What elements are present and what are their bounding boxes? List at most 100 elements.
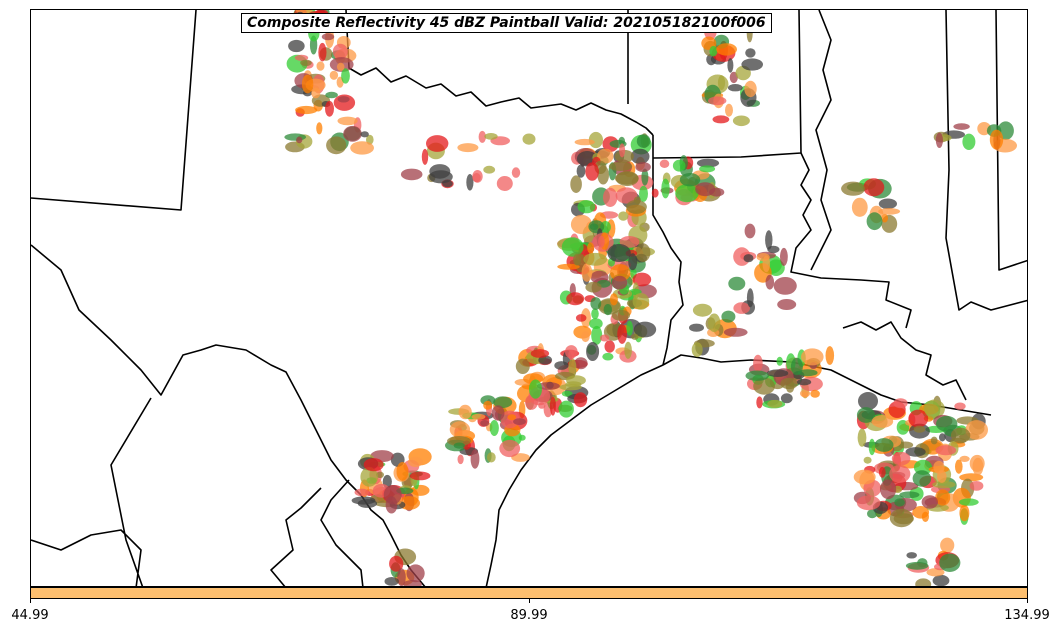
storm-cell bbox=[318, 42, 327, 62]
storm-cell bbox=[965, 420, 988, 440]
storm-cell bbox=[853, 469, 876, 485]
storm-cell bbox=[741, 58, 763, 71]
storm-cell bbox=[618, 211, 629, 221]
storm-cell bbox=[959, 455, 970, 462]
storm-cell bbox=[708, 96, 727, 106]
storm-cell bbox=[326, 136, 347, 155]
map-panel bbox=[30, 9, 1028, 587]
storm-cell bbox=[363, 458, 384, 472]
storm-cell bbox=[576, 164, 586, 178]
storm-cell bbox=[587, 242, 595, 254]
storm-cell bbox=[536, 382, 560, 390]
storm-cell bbox=[389, 555, 404, 572]
storm-cell bbox=[874, 438, 894, 452]
storm-cell bbox=[626, 199, 647, 214]
storm-cell bbox=[574, 357, 588, 370]
storm-cell bbox=[753, 377, 775, 395]
storm-cell bbox=[962, 133, 976, 150]
storm-cell bbox=[483, 165, 496, 174]
storm-cell bbox=[357, 499, 378, 508]
storm-cell bbox=[858, 392, 878, 411]
storm-cell bbox=[969, 454, 985, 472]
storm-cell bbox=[810, 389, 820, 398]
storm-cell bbox=[376, 471, 384, 478]
storm-cell bbox=[801, 391, 809, 398]
storm-cell bbox=[913, 425, 926, 433]
storm-cell bbox=[604, 340, 615, 353]
storm-cell bbox=[447, 436, 471, 446]
storm-cell bbox=[863, 456, 872, 464]
storm-cell bbox=[766, 369, 789, 378]
storm-cell bbox=[912, 470, 932, 487]
storm-cell bbox=[581, 331, 590, 343]
storm-cell bbox=[449, 421, 471, 438]
storm-cell bbox=[558, 400, 574, 418]
storm-cell bbox=[590, 297, 602, 310]
storm-cell bbox=[696, 158, 720, 168]
storm-cell bbox=[695, 182, 716, 197]
storm-cell bbox=[936, 415, 958, 432]
storm-cell bbox=[863, 178, 885, 197]
storm-cell bbox=[360, 467, 379, 487]
storm-cell bbox=[400, 168, 423, 181]
storm-cell bbox=[727, 84, 743, 92]
storm-cell bbox=[651, 188, 659, 198]
storm-cell bbox=[871, 415, 894, 428]
storm-cell bbox=[753, 354, 763, 373]
storm-cell bbox=[953, 123, 970, 130]
storm-cell bbox=[408, 456, 423, 467]
storm-cell bbox=[614, 172, 639, 185]
storm-cell bbox=[891, 451, 911, 466]
storm-cell bbox=[937, 470, 947, 483]
storm-cell bbox=[619, 143, 626, 158]
storm-cell bbox=[635, 243, 651, 262]
storm-cell bbox=[566, 375, 586, 386]
storm-cell bbox=[959, 504, 970, 522]
storm-cell bbox=[639, 185, 648, 202]
storm-cell bbox=[471, 413, 486, 420]
storm-cell bbox=[478, 130, 486, 143]
storm-cell bbox=[801, 348, 824, 366]
storm-cell bbox=[300, 59, 312, 66]
storm-cell bbox=[470, 449, 480, 469]
storm-cell bbox=[296, 136, 303, 144]
storm-cell bbox=[489, 420, 499, 436]
storm-cell bbox=[777, 299, 797, 310]
storm-cell bbox=[773, 277, 797, 295]
storm-cell bbox=[585, 281, 602, 293]
storm-cell bbox=[617, 324, 627, 344]
storm-cell bbox=[529, 379, 542, 399]
storm-cell bbox=[354, 488, 370, 497]
storm-cell bbox=[635, 162, 651, 172]
storm-cell bbox=[924, 399, 945, 419]
storm-cell bbox=[583, 252, 608, 266]
storm-cell bbox=[385, 496, 398, 514]
storm-cell bbox=[636, 134, 651, 148]
storm-cell bbox=[889, 508, 914, 528]
storm-cell bbox=[744, 223, 756, 239]
storm-cell bbox=[466, 174, 474, 191]
storm-cell bbox=[709, 45, 718, 57]
storm-cell bbox=[905, 561, 929, 570]
storm-cell bbox=[426, 135, 449, 152]
storm-cell bbox=[744, 80, 757, 98]
storm-cell bbox=[332, 43, 348, 60]
storm-cell bbox=[457, 454, 464, 465]
storm-cell bbox=[906, 552, 917, 559]
storm-cell bbox=[716, 43, 737, 56]
storm-cell bbox=[866, 212, 883, 231]
storm-cell bbox=[825, 346, 835, 365]
storm-cell bbox=[672, 159, 686, 172]
storm-cell bbox=[295, 105, 318, 115]
storm-cell bbox=[557, 263, 580, 270]
storm-cell bbox=[899, 491, 920, 499]
storm-cell bbox=[615, 187, 638, 204]
colorbar-label-max: 134.99 bbox=[1004, 608, 1050, 623]
storm-cell bbox=[631, 333, 639, 340]
storm-cell bbox=[483, 400, 493, 410]
storm-cell bbox=[602, 352, 614, 361]
storm-cell bbox=[880, 479, 897, 500]
storm-cell bbox=[325, 91, 338, 99]
storm-cell bbox=[341, 68, 350, 84]
storm-cell bbox=[486, 452, 496, 463]
